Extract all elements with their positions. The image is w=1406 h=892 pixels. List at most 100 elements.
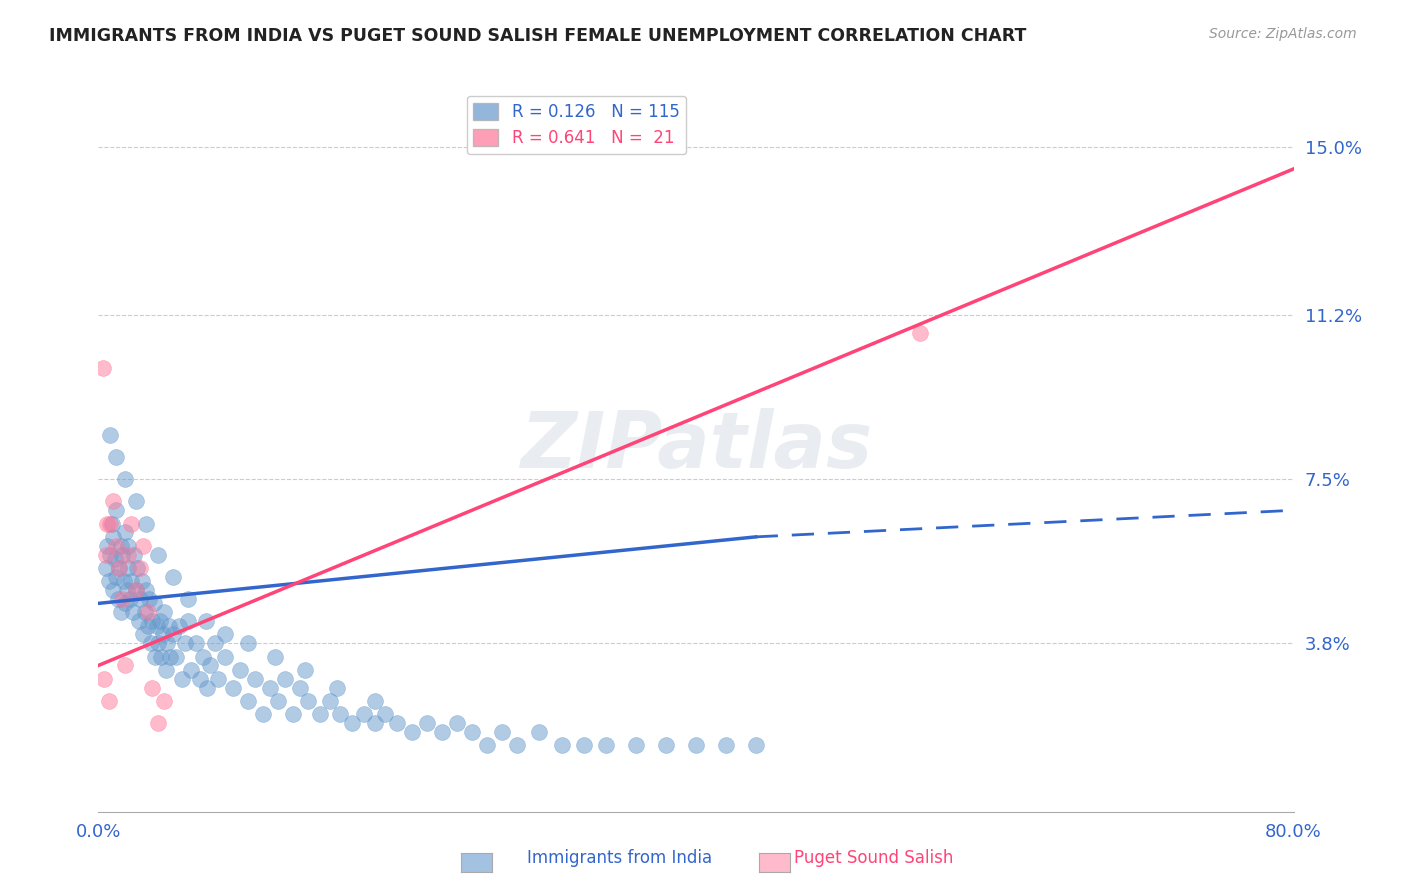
Point [114,472,136,486]
Text: Puget Sound Salish: Puget Sound Salish [794,849,953,867]
Point [139,636,162,650]
Point [94,548,117,562]
Point [148,548,170,562]
Point [165,649,187,664]
Point [111,548,134,562]
Point [94,561,117,575]
Point [117,539,139,553]
Point [96,539,118,553]
Point [172,672,194,686]
Point [110,605,132,619]
Point [117,561,139,575]
Point [416,716,439,731]
Point [142,596,165,610]
Point [288,681,311,695]
Point [97,574,120,589]
Point [188,672,211,686]
Point [342,716,364,731]
Point [491,725,513,739]
Point [96,516,118,531]
Point [329,707,352,722]
Point [353,707,375,722]
Point [121,605,143,619]
Text: IMMIGRANTS FROM INDIA VS PUGET SOUND SALISH FEMALE UNEMPLOYMENT CORRELATION CHAR: IMMIGRANTS FROM INDIA VS PUGET SOUND SAL… [49,27,1026,45]
Point [177,614,200,628]
Point [446,716,468,731]
Text: Source: ZipAtlas.com: Source: ZipAtlas.com [1209,27,1357,41]
Point [364,694,387,708]
Point [174,636,197,650]
Point [167,618,190,632]
Point [461,725,484,739]
Point [134,605,156,619]
Point [110,539,132,553]
Point [159,649,181,664]
Point [136,618,159,632]
Point [252,707,274,722]
Point [204,636,226,650]
Point [595,738,617,752]
Point [125,583,148,598]
Point [135,583,157,598]
Point [430,725,453,739]
Point [143,649,166,664]
Point [136,605,159,619]
Point [117,548,139,562]
Point [97,694,120,708]
Point [141,681,163,695]
Point [214,627,236,641]
Point [114,596,136,610]
Point [236,636,259,650]
Point [124,548,146,562]
Point [195,614,218,628]
Point [128,614,150,628]
Point [120,516,142,531]
Point [150,649,173,664]
Point [229,663,252,677]
Point [157,618,180,632]
Point [125,583,148,598]
Point [129,561,152,575]
Point [111,591,134,606]
Point [245,672,267,686]
Point [294,663,316,677]
Point [177,591,200,606]
Point [908,326,931,340]
Point [98,516,122,531]
Point [120,574,142,589]
Point [108,561,131,575]
Point [364,716,387,731]
Point [153,694,176,708]
Point [91,361,114,376]
Text: ZIPatlas: ZIPatlas [520,408,872,484]
Legend: R = 0.126   N = 115, R = 0.641   N =  21: R = 0.126 N = 115, R = 0.641 N = 21 [467,96,686,154]
Point [200,658,222,673]
Point [105,503,128,517]
Point [105,539,128,553]
Point [105,570,128,584]
Point [374,707,396,722]
Point [129,591,152,606]
Point [745,738,768,752]
Point [131,574,153,589]
Point [152,627,174,641]
Point [156,636,179,650]
Point [98,548,122,562]
Point [297,694,319,708]
Point [162,627,184,641]
Point [105,450,128,464]
Text: Immigrants from India: Immigrants from India [527,849,713,867]
Point [115,583,138,598]
Point [118,591,141,606]
Point [207,672,229,686]
Point [148,716,170,731]
Point [259,681,281,695]
Point [132,627,155,641]
Point [135,516,157,531]
Point [107,591,129,606]
Point [214,649,236,664]
Point [714,738,737,752]
Point [385,716,409,731]
Point [506,738,529,752]
Point [475,738,498,752]
